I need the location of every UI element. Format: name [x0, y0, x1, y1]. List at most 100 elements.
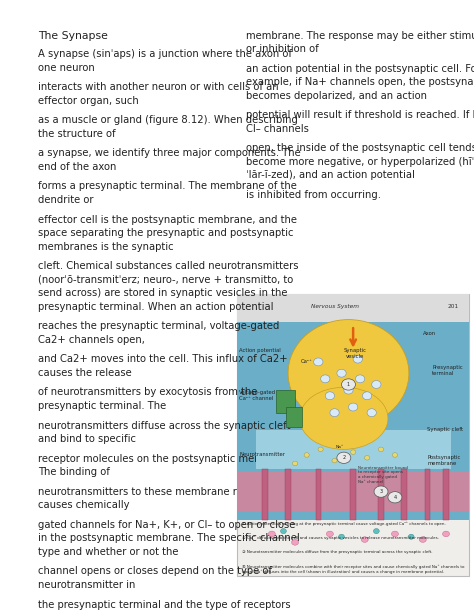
Text: The binding of: The binding of [38, 467, 110, 477]
Text: membrane. The response may be either stimulation: membrane. The response may be either sti… [246, 31, 474, 40]
Text: causes the release: causes the release [38, 368, 132, 378]
Ellipse shape [374, 528, 379, 534]
Text: neurotransmitters diffuse across the synaptic cleft: neurotransmitters diffuse across the syn… [38, 421, 291, 430]
Bar [237, 472, 469, 511]
Ellipse shape [314, 358, 323, 366]
Text: presynaptic terminal. When an action potential: presynaptic terminal. When an action pot… [38, 302, 273, 311]
Ellipse shape [363, 392, 372, 400]
Ellipse shape [365, 455, 370, 460]
Text: receptor molecules on the postsynaptic membrane.: receptor molecules on the postsynaptic m… [38, 454, 296, 463]
Text: potential will result if threshold is reached. If K+ or: potential will result if threshold is re… [246, 110, 474, 120]
Text: neurotransmitter in: neurotransmitter in [38, 580, 135, 590]
Text: Synaptic
vesicle: Synaptic vesicle [344, 348, 367, 359]
Text: send across) are stored in synaptic vesicles in the: send across) are stored in synaptic vesi… [38, 288, 287, 298]
Text: (noorˈō-transmitˈerz; neuro-, nerve + transmitto, to: (noorˈō-transmitˈerz; neuro-, nerve + tr… [38, 275, 293, 284]
Ellipse shape [392, 531, 399, 537]
Text: Ca²⁺: Ca²⁺ [301, 359, 312, 364]
Text: The Synapse: The Synapse [38, 31, 108, 40]
Ellipse shape [356, 375, 365, 383]
Bar [316, 469, 321, 520]
Text: space separating the presynaptic and postsynaptic: space separating the presynaptic and pos… [38, 228, 293, 238]
Text: ② Ca²⁺ diffuses into the cell and causes synaptic vesicles to release neurotrans: ② Ca²⁺ diffuses into the cell and causes… [242, 536, 438, 540]
Ellipse shape [292, 539, 299, 545]
Ellipse shape [361, 537, 368, 543]
Ellipse shape [341, 379, 356, 390]
Text: type and whether or not the: type and whether or not the [38, 547, 178, 557]
Bar [378, 469, 384, 520]
Text: ① Action potentials arriving at the presynaptic terminal cause voltage-gated Ca²: ① Action potentials arriving at the pres… [242, 521, 446, 526]
Text: Action potential: Action potential [239, 348, 281, 353]
Bar [286, 407, 302, 427]
Text: dendrite or: dendrite or [38, 195, 93, 205]
Ellipse shape [337, 369, 346, 377]
Text: end of the axon: end of the axon [38, 162, 116, 172]
Text: causes chemically: causes chemically [38, 500, 129, 510]
Ellipse shape [378, 447, 383, 452]
Text: the structure of: the structure of [38, 129, 116, 139]
Ellipse shape [392, 453, 398, 457]
Text: 2: 2 [342, 455, 346, 460]
Text: 201: 201 [447, 305, 458, 310]
Text: reaches the presynaptic terminal, voltage-gated: reaches the presynaptic terminal, voltag… [38, 321, 279, 331]
Bar [237, 322, 469, 520]
Bar [237, 294, 469, 576]
Ellipse shape [332, 459, 337, 463]
Ellipse shape [320, 375, 330, 383]
Ellipse shape [325, 392, 335, 400]
Ellipse shape [304, 453, 309, 457]
Text: gated channels for Na+, K+, or Cl– to open or close: gated channels for Na+, K+, or Cl– to op… [38, 520, 295, 530]
Ellipse shape [372, 381, 381, 389]
Text: effector organ, such: effector organ, such [38, 96, 139, 105]
Text: cleft. Chemical substances called neurotransmitters: cleft. Chemical substances called neurot… [38, 261, 299, 271]
Text: is inhibited from occurring.: is inhibited from occurring. [246, 190, 382, 200]
Ellipse shape [338, 534, 345, 539]
Ellipse shape [268, 531, 275, 537]
Text: Cl– channels: Cl– channels [246, 124, 310, 134]
Bar [425, 469, 430, 520]
Text: presynaptic terminal. The: presynaptic terminal. The [38, 401, 166, 411]
Bar [350, 469, 356, 520]
Text: ˈlăr-ī-zed), and an action potential: ˈlăr-ī-zed), and an action potential [246, 170, 415, 180]
Text: ④ Neurotransmitter molecules combine with their receptor sites and cause chemica: ④ Neurotransmitter molecules combine wit… [242, 564, 464, 574]
Ellipse shape [330, 409, 339, 417]
Text: neurotransmitters to these membrane receptors: neurotransmitters to these membrane rece… [38, 487, 280, 497]
Ellipse shape [300, 387, 388, 449]
Text: Voltage-gated
Ca²⁺ channel: Voltage-gated Ca²⁺ channel [239, 390, 276, 401]
Ellipse shape [292, 461, 298, 466]
Text: forms a presynaptic terminal. The membrane of the: forms a presynaptic terminal. The membra… [38, 181, 297, 191]
Bar [276, 390, 295, 413]
Text: 3: 3 [380, 489, 383, 494]
Text: Postsynaptic
membrane: Postsynaptic membrane [428, 455, 461, 466]
Bar [285, 469, 291, 520]
Text: a synapse, we identify three major components. The: a synapse, we identify three major compo… [38, 148, 301, 158]
Bar [443, 469, 449, 520]
Ellipse shape [388, 492, 402, 503]
Text: Ca2+ channels open,: Ca2+ channels open, [38, 335, 145, 345]
Text: effector cell is the postsynaptic membrane, and the: effector cell is the postsynaptic membra… [38, 215, 297, 224]
Text: an action potential in the postsynaptic cell. For: an action potential in the postsynaptic … [246, 64, 474, 74]
Text: membranes is the synaptic: membranes is the synaptic [38, 242, 173, 251]
Ellipse shape [351, 450, 356, 454]
Text: 4: 4 [393, 495, 396, 500]
Text: open, the inside of the postsynaptic cell tends to: open, the inside of the postsynaptic cel… [246, 143, 474, 153]
Ellipse shape [367, 409, 376, 417]
Bar [237, 294, 469, 322]
Ellipse shape [288, 319, 409, 427]
Text: of neurotransmitters by exocytosis from the: of neurotransmitters by exocytosis from … [38, 387, 257, 397]
Ellipse shape [408, 534, 414, 539]
Text: 1: 1 [347, 382, 350, 387]
Text: in the postsynaptic membrane. The specific channel: in the postsynaptic membrane. The specif… [38, 533, 300, 543]
Text: Na⁺: Na⁺ [335, 444, 343, 449]
Text: channel opens or closes depend on the type of: channel opens or closes depend on the ty… [38, 566, 272, 576]
Text: and bind to specific: and bind to specific [38, 434, 136, 444]
Text: Axon: Axon [423, 331, 436, 336]
Text: A synapse (sinˈaps) is a junction where the axon of: A synapse (sinˈaps) is a junction where … [38, 49, 292, 59]
Ellipse shape [344, 386, 353, 394]
Ellipse shape [348, 403, 358, 411]
Ellipse shape [443, 531, 449, 537]
Text: interacts with another neuron or with cells of an: interacts with another neuron or with ce… [38, 82, 279, 92]
Text: or inhibition of: or inhibition of [246, 44, 319, 54]
Ellipse shape [374, 486, 388, 497]
Bar [401, 469, 407, 520]
Bar [255, 430, 451, 469]
